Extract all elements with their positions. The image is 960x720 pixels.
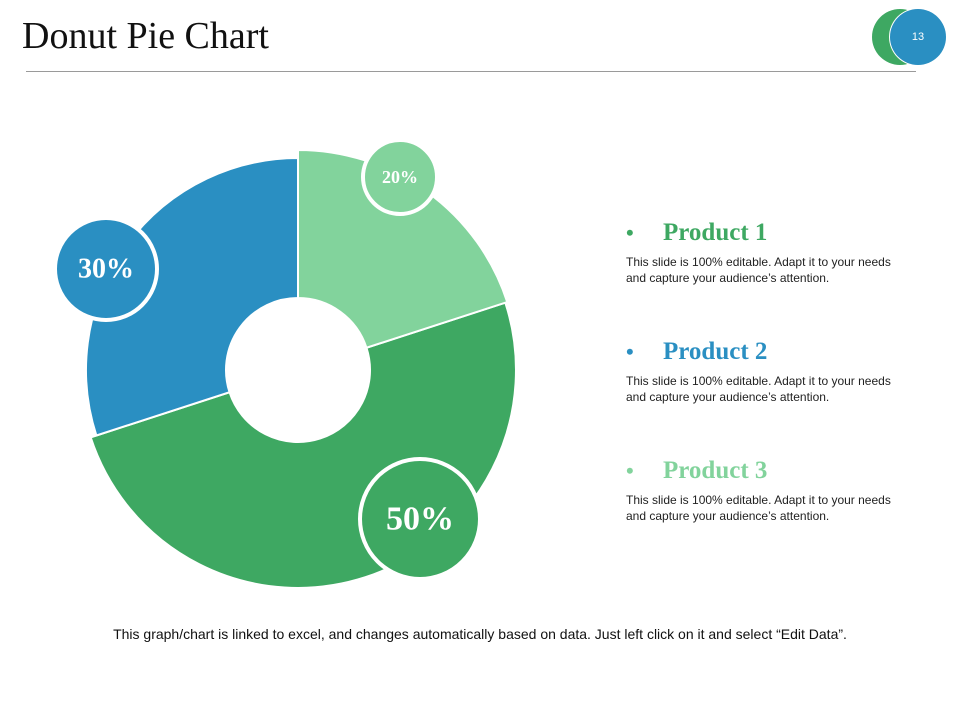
legend-item-product-3: • Product 3 This slide is 100% editable.… <box>626 456 906 524</box>
page-title: Donut Pie Chart <box>22 15 269 57</box>
legend-bullet: • <box>626 458 634 483</box>
legend-bullet: • <box>626 339 634 364</box>
legend-item-product-1: • Product 1 This slide is 100% editable.… <box>626 218 906 286</box>
legend-description: This slide is 100% editable. Adapt it to… <box>626 374 891 404</box>
percent-bubble-product-2 <box>53 216 159 322</box>
donut-slice-product-2 <box>85 156 299 437</box>
data-label-product-3: 20% <box>382 167 418 187</box>
percent-bubble-product-1 <box>358 457 482 581</box>
data-label-product-1: 50% <box>386 501 454 538</box>
legend-item-product-2: • Product 2 This slide is 100% editable.… <box>626 337 906 405</box>
legend-label: Product 1 <box>663 219 768 246</box>
page-number-badge: 13 <box>890 9 946 65</box>
legend-description: This slide is 100% editable. Adapt it to… <box>626 255 891 285</box>
legend-description: This slide is 100% editable. Adapt it to… <box>626 493 891 523</box>
donut-chart: 50% 30% 20% <box>53 138 517 589</box>
footer-note: This graph/chart is linked to excel, and… <box>113 626 847 642</box>
percent-bubble-product-3 <box>361 138 439 216</box>
data-label-product-2: 30% <box>78 254 134 285</box>
legend-label: Product 3 <box>663 457 768 484</box>
title-divider <box>26 71 916 72</box>
legend-bullet: • <box>626 220 634 245</box>
legend-label: Product 2 <box>663 338 768 365</box>
